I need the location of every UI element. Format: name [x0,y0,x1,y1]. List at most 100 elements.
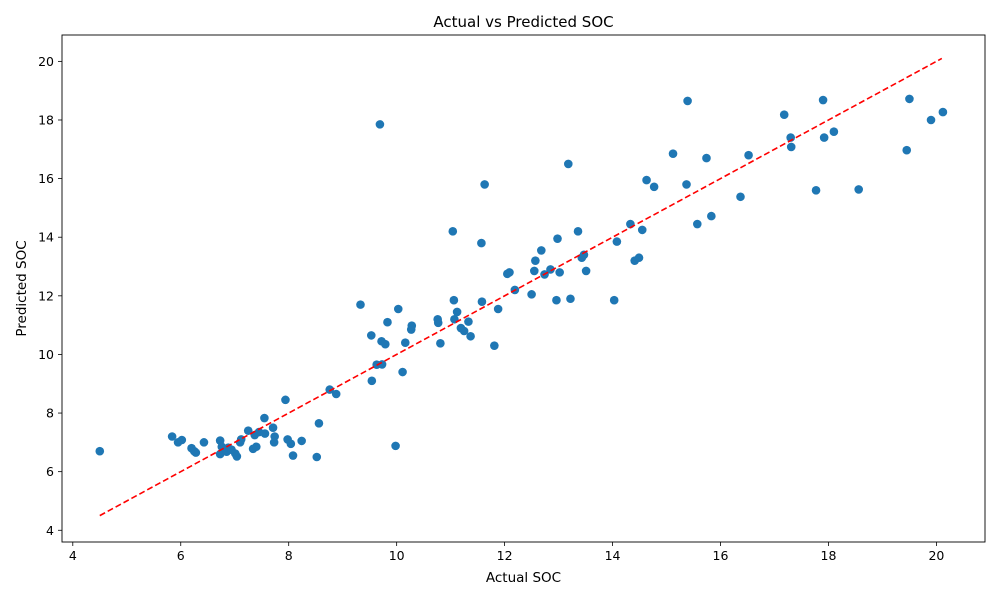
data-point-81 [566,294,575,304]
data-point-61 [464,317,473,326]
data-point-66 [490,341,499,350]
data-point-27 [270,432,279,441]
data-point-62 [466,331,475,341]
data-point-56 [449,295,459,305]
data-point-110 [902,145,912,155]
data-point-76 [546,265,555,274]
data-point-69 [505,268,514,277]
data-point-25 [268,423,278,433]
data-point-80 [564,159,573,169]
y-tick-label: 10 [38,347,54,362]
data-point-97 [693,219,702,229]
data-point-37 [356,300,365,309]
points-layer [95,94,948,462]
data-point-30 [286,439,296,449]
data-point-77 [552,295,561,305]
data-point-92 [642,175,651,185]
y-axis-ticks: 4 6 8 10 12 14 16 18 20 [38,54,62,538]
data-point-111 [905,94,914,104]
x-tick-label: 16 [713,548,729,563]
y-tick-label: 12 [38,288,54,303]
data-point-28 [281,395,290,405]
data-point-113 [938,107,948,117]
data-point-45 [383,317,392,327]
y-tick-label: 14 [38,230,54,245]
data-point-6 [191,448,201,457]
data-point-78 [553,234,562,243]
y-tick-label: 20 [38,54,54,69]
data-point-33 [312,452,322,462]
data-point-9 [215,449,225,459]
x-tick-label: 14 [605,548,621,563]
data-point-34 [314,419,324,428]
data-point-74 [537,246,546,255]
data-point-41 [375,120,385,129]
data-point-15 [232,452,242,461]
data-point-54 [436,339,445,348]
data-point-93 [649,182,659,192]
data-point-100 [736,192,745,202]
data-point-32 [297,436,306,446]
data-point-44 [381,339,390,349]
data-point-36 [331,389,341,399]
data-point-23 [260,413,269,423]
data-point-86 [609,295,619,305]
data-point-46 [391,441,400,451]
data-point-73 [531,256,540,265]
data-point-104 [786,142,796,152]
x-axis-label: Actual SOC [486,570,561,586]
data-point-99 [707,211,716,221]
data-point-47 [393,304,403,314]
data-point-87 [612,237,622,246]
data-point-102 [779,110,789,120]
data-point-38 [366,331,376,340]
x-tick-label: 8 [285,548,293,563]
y-tick-label: 18 [38,112,54,127]
data-point-24 [260,429,270,438]
reference-line-layer [99,57,943,517]
reference-line [99,57,943,517]
data-point-82 [573,227,583,236]
data-point-85 [581,266,591,276]
data-point-60 [459,326,469,336]
data-point-58 [452,307,462,317]
data-point-95 [682,180,691,189]
chart-title: Actual vs Predicted SOC [433,13,613,31]
x-tick-label: 12 [497,548,513,563]
data-point-108 [829,127,839,137]
x-axis-ticks: 4 6 8 10 12 14 16 18 20 [69,542,944,563]
data-point-98 [702,153,711,163]
data-point-101 [744,150,753,160]
x-tick-label: 6 [177,548,185,563]
data-point-91 [637,225,647,235]
data-point-3 [177,435,187,445]
data-point-106 [818,95,828,105]
data-point-94 [668,149,678,158]
data-point-71 [527,290,536,299]
data-point-7 [199,438,209,447]
data-point-53 [433,318,443,328]
data-point-90 [634,253,644,263]
data-point-43 [377,360,387,369]
y-tick-label: 4 [46,523,54,538]
data-point-63 [477,238,486,248]
data-point-35 [325,385,335,394]
data-point-107 [819,133,829,142]
data-point-31 [288,451,298,460]
x-tick-label: 20 [928,548,944,563]
data-point-48 [398,367,407,377]
y-tick-label: 6 [46,464,54,479]
data-point-105 [811,186,821,195]
data-point-1 [167,432,177,441]
x-tick-label: 10 [389,548,405,563]
data-point-65 [480,180,489,189]
data-point-39 [367,376,377,386]
x-tick-label: 4 [69,548,77,563]
data-point-18 [243,426,253,435]
y-tick-label: 8 [46,406,54,421]
data-point-0 [95,446,105,456]
data-point-84 [579,250,589,260]
plot-area-frame [61,34,986,543]
